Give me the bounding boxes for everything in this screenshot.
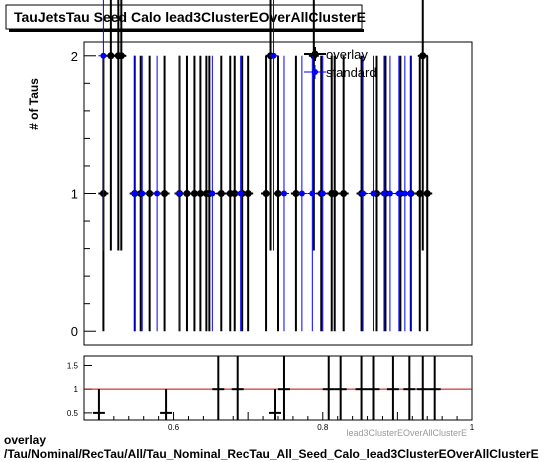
- standard-point: [360, 190, 367, 197]
- overlay-point: [419, 52, 427, 60]
- standard-point: [176, 190, 183, 197]
- standard-point: [309, 190, 316, 197]
- overlay-point: [244, 190, 252, 197]
- ratio-y-tick-label: 1: [74, 385, 79, 394]
- main-plot-marks: [98, 0, 433, 332]
- standard-point: [380, 190, 387, 197]
- overlay-point: [292, 190, 300, 197]
- standard-point: [280, 190, 287, 197]
- standard-point: [139, 190, 146, 197]
- y-axis-label: # of Taus: [27, 78, 41, 130]
- overlay-point: [217, 190, 225, 197]
- overlay-point: [231, 190, 239, 197]
- title-box: [5, 4, 363, 30]
- standard-point: [237, 190, 244, 197]
- overlay-point: [117, 52, 125, 60]
- footer-line-2: /Tau/Nominal/RecTau/All/Tau_Nominal_RecT…: [4, 447, 539, 461]
- ratio-y-tick-label: 1.5: [67, 361, 79, 370]
- ratio-axes: 0.5 1 1.5 0.6 0.8 1: [67, 361, 475, 432]
- ratio-x-tick-label: 0.6: [168, 423, 180, 432]
- ratio-y-tick-label: 0.5: [67, 409, 79, 418]
- ratio-plot-frame: [83, 355, 473, 421]
- standard-point: [319, 190, 326, 197]
- overlay-point: [161, 190, 169, 197]
- overlay-point: [274, 190, 282, 197]
- standard-point: [407, 190, 414, 197]
- standard-point: [131, 190, 138, 197]
- overlay-point: [416, 190, 424, 197]
- main-y-axis: 0 1 2: [71, 49, 96, 339]
- standard-point: [209, 190, 216, 197]
- title-box-shadow: [9, 29, 364, 32]
- legend-overlay-label: overlay: [326, 47, 368, 62]
- standard-point: [395, 190, 402, 197]
- overlay-point: [183, 190, 191, 197]
- chart-title: TauJetsTau Seed Calo lead3ClusterEOverAl…: [14, 9, 366, 25]
- y-tick-label: 1: [71, 187, 78, 202]
- standard-point: [401, 190, 408, 197]
- overlay-point: [340, 190, 348, 197]
- footer-line-1: overlay: [4, 433, 47, 447]
- overlay-point: [190, 190, 198, 197]
- legend-standard-marker: [312, 69, 318, 75]
- ratio-x-tick-label: 0.8: [317, 423, 329, 432]
- overlay-point: [423, 190, 431, 197]
- legend: overlay standard: [304, 47, 377, 80]
- standard-point: [100, 52, 107, 59]
- y-tick-label: 2: [71, 49, 78, 64]
- y-tick-label: 0: [71, 324, 78, 339]
- standard-point: [154, 190, 161, 197]
- legend-standard-label: standard: [326, 65, 377, 80]
- overlay-point: [262, 190, 270, 197]
- overlay-point: [331, 190, 339, 197]
- overlay-point: [107, 52, 115, 60]
- standard-point: [298, 190, 305, 197]
- legend-overlay-marker: [311, 50, 319, 58]
- overlay-point: [146, 190, 154, 197]
- ratio-x-tick-label: 1: [470, 423, 475, 432]
- standard-point: [386, 190, 393, 197]
- overlay-point: [196, 190, 204, 197]
- standard-point: [270, 52, 277, 59]
- x-axis-label: lead3ClusterEOverAllClusterE: [346, 428, 467, 438]
- ratio-plot-marks: [92, 356, 441, 420]
- standard-point: [370, 190, 377, 197]
